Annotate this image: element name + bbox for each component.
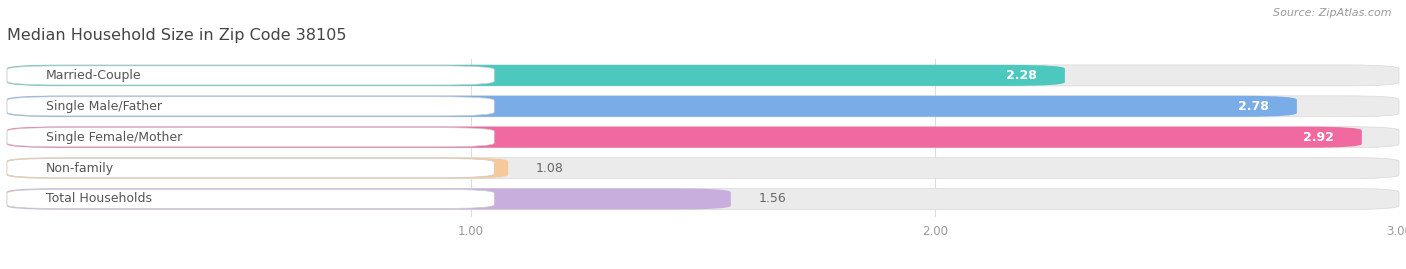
FancyBboxPatch shape <box>7 127 1362 148</box>
Text: 2.78: 2.78 <box>1239 100 1270 113</box>
Text: 1.08: 1.08 <box>536 162 564 175</box>
FancyBboxPatch shape <box>7 158 1399 179</box>
FancyBboxPatch shape <box>7 65 1399 86</box>
FancyBboxPatch shape <box>7 189 495 208</box>
Text: 2.92: 2.92 <box>1303 131 1334 144</box>
FancyBboxPatch shape <box>7 96 1399 117</box>
FancyBboxPatch shape <box>7 158 495 178</box>
Text: Source: ZipAtlas.com: Source: ZipAtlas.com <box>1274 8 1392 18</box>
Text: Married-Couple: Married-Couple <box>46 69 142 82</box>
FancyBboxPatch shape <box>7 189 1399 210</box>
FancyBboxPatch shape <box>7 189 731 210</box>
FancyBboxPatch shape <box>7 127 1399 148</box>
FancyBboxPatch shape <box>7 158 508 179</box>
Text: Total Households: Total Households <box>46 192 152 206</box>
Text: Non-family: Non-family <box>46 162 114 175</box>
FancyBboxPatch shape <box>7 96 1296 117</box>
FancyBboxPatch shape <box>7 128 495 147</box>
Text: Single Male/Father: Single Male/Father <box>46 100 162 113</box>
FancyBboxPatch shape <box>7 66 495 85</box>
Text: 1.56: 1.56 <box>759 192 786 206</box>
Text: Median Household Size in Zip Code 38105: Median Household Size in Zip Code 38105 <box>7 28 346 43</box>
FancyBboxPatch shape <box>7 97 495 116</box>
Text: Single Female/Mother: Single Female/Mother <box>46 131 183 144</box>
FancyBboxPatch shape <box>7 65 1064 86</box>
Text: 2.28: 2.28 <box>1007 69 1038 82</box>
